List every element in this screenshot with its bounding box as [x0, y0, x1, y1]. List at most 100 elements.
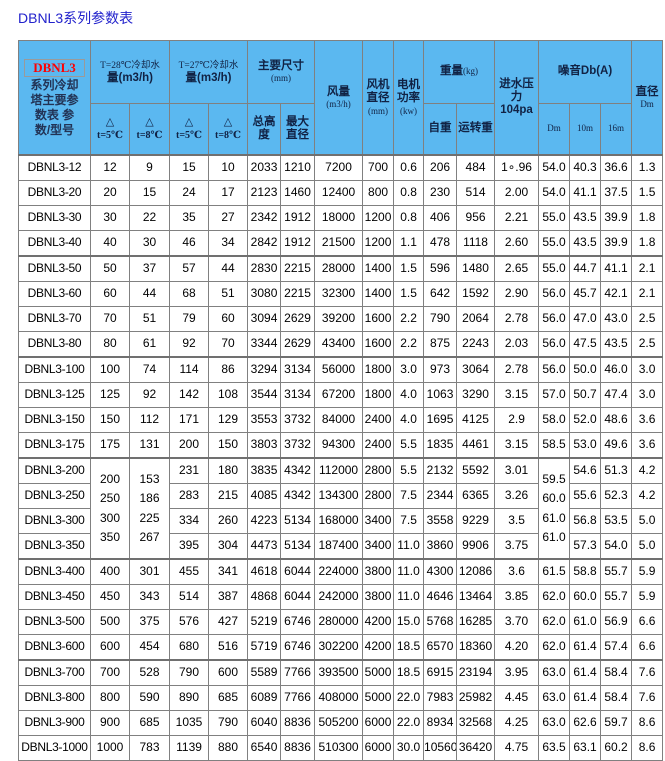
cell-diameter: 5.0: [631, 508, 664, 534]
cell-self-weight: 2132: [423, 457, 458, 484]
cell-total-height: 5589: [247, 659, 282, 686]
header-noise-dm-label: Dm: [547, 123, 561, 134]
cell-noise-dm: 56.0: [538, 331, 571, 358]
cell-diameter: 8.6: [631, 735, 664, 761]
cell-running-weight: 1118: [456, 230, 496, 257]
cell-inlet-pressure: 2.03: [494, 331, 540, 358]
cell-max-diameter: 3134: [280, 356, 316, 383]
cell-model: DBNL3-400: [18, 558, 91, 585]
cell-t28-delta8: 454: [128, 634, 171, 661]
cell-running-weight: 13464: [456, 584, 496, 610]
header-total-height-line1: 总高: [252, 115, 276, 128]
cell-total-height: 4868: [247, 584, 282, 610]
table-data-body: DBNL3-12 12 9 15 10 2033 1210 7200 700 0.6 206 484 1…: [18, 154, 664, 761]
cell-max-diameter: 7766: [280, 659, 316, 686]
header-t27-t5: △ t=5℃: [169, 103, 210, 156]
header-inlet-line2: 力104pa: [500, 90, 533, 117]
corner-desc-line-2: 塔主要参: [30, 93, 79, 107]
cell-max-diameter: 5134: [280, 533, 316, 560]
cell-t28-delta5: 400: [90, 558, 130, 585]
cell-t27-delta8: 790: [208, 710, 249, 736]
cell-fan-diameter: 5000: [362, 685, 395, 711]
corner-desc-line-4: 数/型号: [34, 123, 75, 137]
cell-inlet-pressure: 2.00: [494, 180, 540, 206]
cell-self-weight: 10560: [423, 735, 458, 761]
cell-total-height: 4223: [247, 508, 282, 534]
cell-noise-dm: 56.0: [538, 281, 571, 307]
cell-t27-delta8: 10: [208, 154, 249, 181]
header-max-diameter: 最大 直径: [280, 103, 316, 156]
table-row: DBNL3-40 40 30 46 34 2842 1912 21500 1200 1.1 478 1…: [18, 230, 664, 257]
cell-noise-dm-value: 60.0: [542, 491, 566, 505]
cell-airflow: 112000: [314, 457, 364, 484]
cell-noise-16m: 58.4: [600, 685, 633, 711]
header-total-height: 总高 度: [247, 103, 282, 156]
cell-t27-delta5: 680: [169, 634, 210, 661]
cell-t27-delta8: 108: [208, 382, 249, 408]
cell-noise-10m: 62.6: [569, 710, 602, 736]
cell-noise-10m: 50.7: [569, 382, 602, 408]
cell-motor-power: 1.5: [393, 281, 425, 307]
cell-fan-diameter: 1800: [362, 382, 395, 408]
cell-t28-delta8: 37: [128, 255, 171, 282]
cell-noise-dm: 61.5: [538, 558, 571, 585]
header-running-weight: 运转重: [456, 103, 496, 156]
cell-t27-delta8: 60: [208, 306, 249, 332]
cell-running-weight: 2064: [456, 306, 496, 332]
cell-noise-10m: 63.1: [569, 735, 602, 761]
cell-t28-delta8: 61: [128, 331, 171, 358]
cell-motor-power: 15.0: [393, 609, 425, 635]
cell-inlet-pressure: 2.9: [494, 407, 540, 433]
cell-noise-10m: 40.3: [569, 154, 602, 181]
table-row: DBNL3-350 395 304 4473 5134 187400 3400 11.0 386…: [18, 533, 664, 560]
cell-airflow: 187400: [314, 533, 364, 560]
cell-noise-dm: 62.0: [538, 609, 571, 635]
table-row: DBNL3-80 80 61 92 70 3344 2629 43400 1600 2.2 875 2…: [18, 331, 664, 358]
cell-t28-delta5: 40: [90, 230, 130, 257]
cell-self-weight: 5768: [423, 609, 458, 635]
cell-inlet-pressure: 3.01: [494, 457, 540, 484]
cell-fan-diameter: 3800: [362, 584, 395, 610]
cell-diameter: 3.0: [631, 356, 664, 383]
cell-model: DBNL3-20: [18, 180, 91, 206]
cell-self-weight: 7983: [423, 685, 458, 711]
cell-noise-10m: 60.0: [569, 584, 602, 610]
cell-diameter: 5.0: [631, 533, 664, 560]
cell-t27-delta8: 180: [208, 457, 249, 484]
cell-airflow: 56000: [314, 356, 364, 383]
table-row: DBNL3-800 800 590 890 685 6089 7766 408000 5000 2…: [18, 685, 664, 711]
cell-noise-16m: 36.6: [600, 154, 633, 181]
cell-noise-dm: 62.0: [538, 584, 571, 610]
cell-inlet-pressure: 3.75: [494, 533, 540, 560]
cell-noise-16m: 47.4: [600, 382, 633, 408]
cell-self-weight: 6570: [423, 634, 458, 661]
cell-noise-dm: 54.0: [538, 154, 571, 181]
cell-t28-delta8-value: 225: [139, 510, 160, 525]
cell-t27-delta8: 387: [208, 584, 249, 610]
cell-max-diameter: 3732: [280, 432, 316, 459]
header-t28-t5-label: t=5℃: [96, 130, 123, 141]
cell-self-weight: 2344: [423, 483, 458, 509]
cell-t27-delta8: 129: [208, 407, 249, 433]
cell-t27-delta5: 1035: [169, 710, 210, 736]
cell-inlet-pressure: 3.15: [494, 432, 540, 459]
cell-diameter: 6.6: [631, 634, 664, 661]
cell-noise-10m: 61.4: [569, 659, 602, 686]
cell-noise-16m: 46.0: [600, 356, 633, 383]
header-self-weight: 自重: [423, 103, 458, 156]
cell-running-weight: 5592: [456, 457, 496, 484]
delta-icon: △: [184, 116, 194, 128]
table-row: DBNL3-400 400 301 455 341 4618 6044 224000 3800 1…: [18, 558, 664, 585]
table-row: DBNL3-12 12 9 15 10 2033 1210 7200 700 0.6 206 484 1…: [18, 154, 664, 181]
table-row: DBNL3-150 150 112 171 129 3553 3732 84000 2400 4.…: [18, 407, 664, 433]
cell-model: DBNL3-80: [18, 331, 91, 358]
cell-t27-delta5: 790: [169, 659, 210, 686]
corner-desc-line-3: 数表 参: [34, 108, 75, 122]
cell-noise-16m: 59.7: [600, 710, 633, 736]
cell-diameter: 2.5: [631, 331, 664, 358]
cell-noise-16m: 52.3: [600, 483, 633, 509]
cell-fan-diameter: 6000: [362, 710, 395, 736]
header-motor-unit: (kw): [400, 105, 418, 116]
cell-t27-delta5: 114: [169, 356, 210, 383]
cell-noise-10m: 44.7: [569, 255, 602, 282]
